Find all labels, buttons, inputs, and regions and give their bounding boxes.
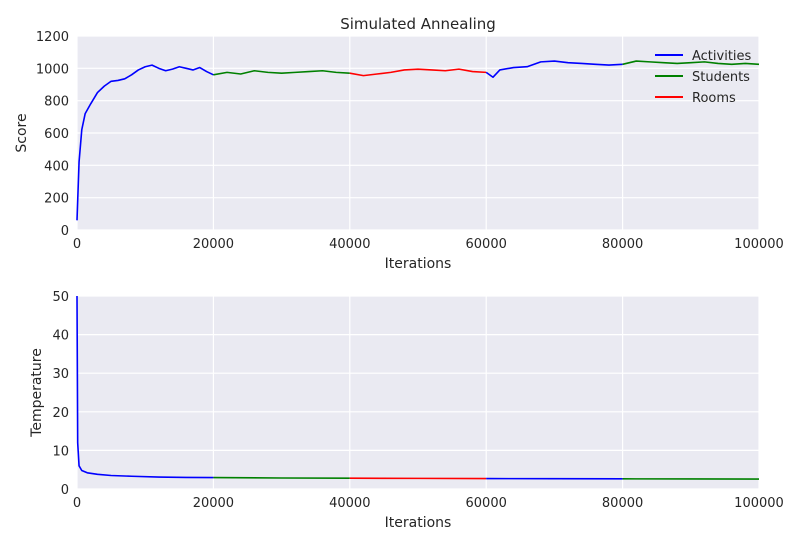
- y-tick-label: 30: [52, 367, 69, 382]
- chart-title: Simulated Annealing: [340, 15, 496, 33]
- y-tick-label: 400: [44, 159, 69, 174]
- score-x-axis-label: Iterations: [385, 256, 452, 272]
- x-tick-label: 40000: [329, 496, 370, 511]
- legend: Activities Students Rooms: [655, 49, 752, 106]
- x-tick-label: 100000: [734, 237, 784, 252]
- temperature-x-axis-label: Iterations: [385, 515, 452, 531]
- y-tick-label: 200: [44, 192, 69, 207]
- x-tick-label: 60000: [466, 496, 507, 511]
- series-line-students: [213, 476, 350, 479]
- score-grid: [76, 35, 760, 231]
- score-y-axis-label: Score: [14, 113, 30, 152]
- x-tick-label: 80000: [602, 237, 643, 252]
- legend-label-students: Students: [692, 70, 750, 85]
- temperature-plot-area: [77, 296, 759, 489]
- y-tick-label: 0: [61, 224, 69, 239]
- x-tick-label: 60000: [466, 237, 507, 252]
- x-tick-label: 0: [73, 496, 81, 511]
- x-tick-label: 20000: [193, 237, 234, 252]
- y-tick-label: 800: [44, 95, 69, 110]
- series-line-activities: [76, 295, 214, 479]
- y-tick-label: 20: [52, 406, 69, 421]
- legend-label-activities: Activities: [692, 49, 752, 64]
- y-tick-label: 0: [61, 483, 69, 498]
- x-tick-label: 0: [73, 237, 81, 252]
- series-line-students: [213, 69, 350, 76]
- y-tick-label: 1000: [36, 62, 69, 77]
- x-tick-label: 20000: [193, 496, 234, 511]
- x-tick-label: 40000: [329, 237, 370, 252]
- y-tick-label: 600: [44, 127, 69, 142]
- score-panel: 0 20000 40000 60000 80000 100000 0 200 400 600 800…: [14, 15, 784, 272]
- temperature-panel: 0 20000 40000 60000 80000 100000 0 10 20 30 40 50 I…: [29, 290, 784, 531]
- temperature-lines: [76, 295, 760, 480]
- legend-label-rooms: Rooms: [692, 91, 736, 106]
- y-tick-label: 1200: [36, 30, 69, 45]
- y-tick-label: 50: [52, 290, 69, 305]
- temperature-y-axis-label: Temperature: [29, 348, 45, 438]
- y-tick-label: 40: [52, 329, 69, 344]
- series-line-rooms: [349, 68, 487, 77]
- x-tick-label: 100000: [734, 496, 784, 511]
- score-lines: [76, 60, 760, 221]
- y-tick-label: 10: [52, 444, 69, 459]
- temperature-ticks: 0 20000 40000 60000 80000 100000 0 10 20 30 40 50: [52, 290, 783, 511]
- temperature-grid: [76, 295, 760, 490]
- x-tick-label: 80000: [602, 496, 643, 511]
- series-line-activities: [76, 64, 214, 221]
- score-ticks: 0 20000 40000 60000 80000 100000 0 200 400 600 800…: [36, 30, 784, 252]
- series-line-activities: [485, 60, 623, 79]
- series-line-students: [622, 60, 760, 66]
